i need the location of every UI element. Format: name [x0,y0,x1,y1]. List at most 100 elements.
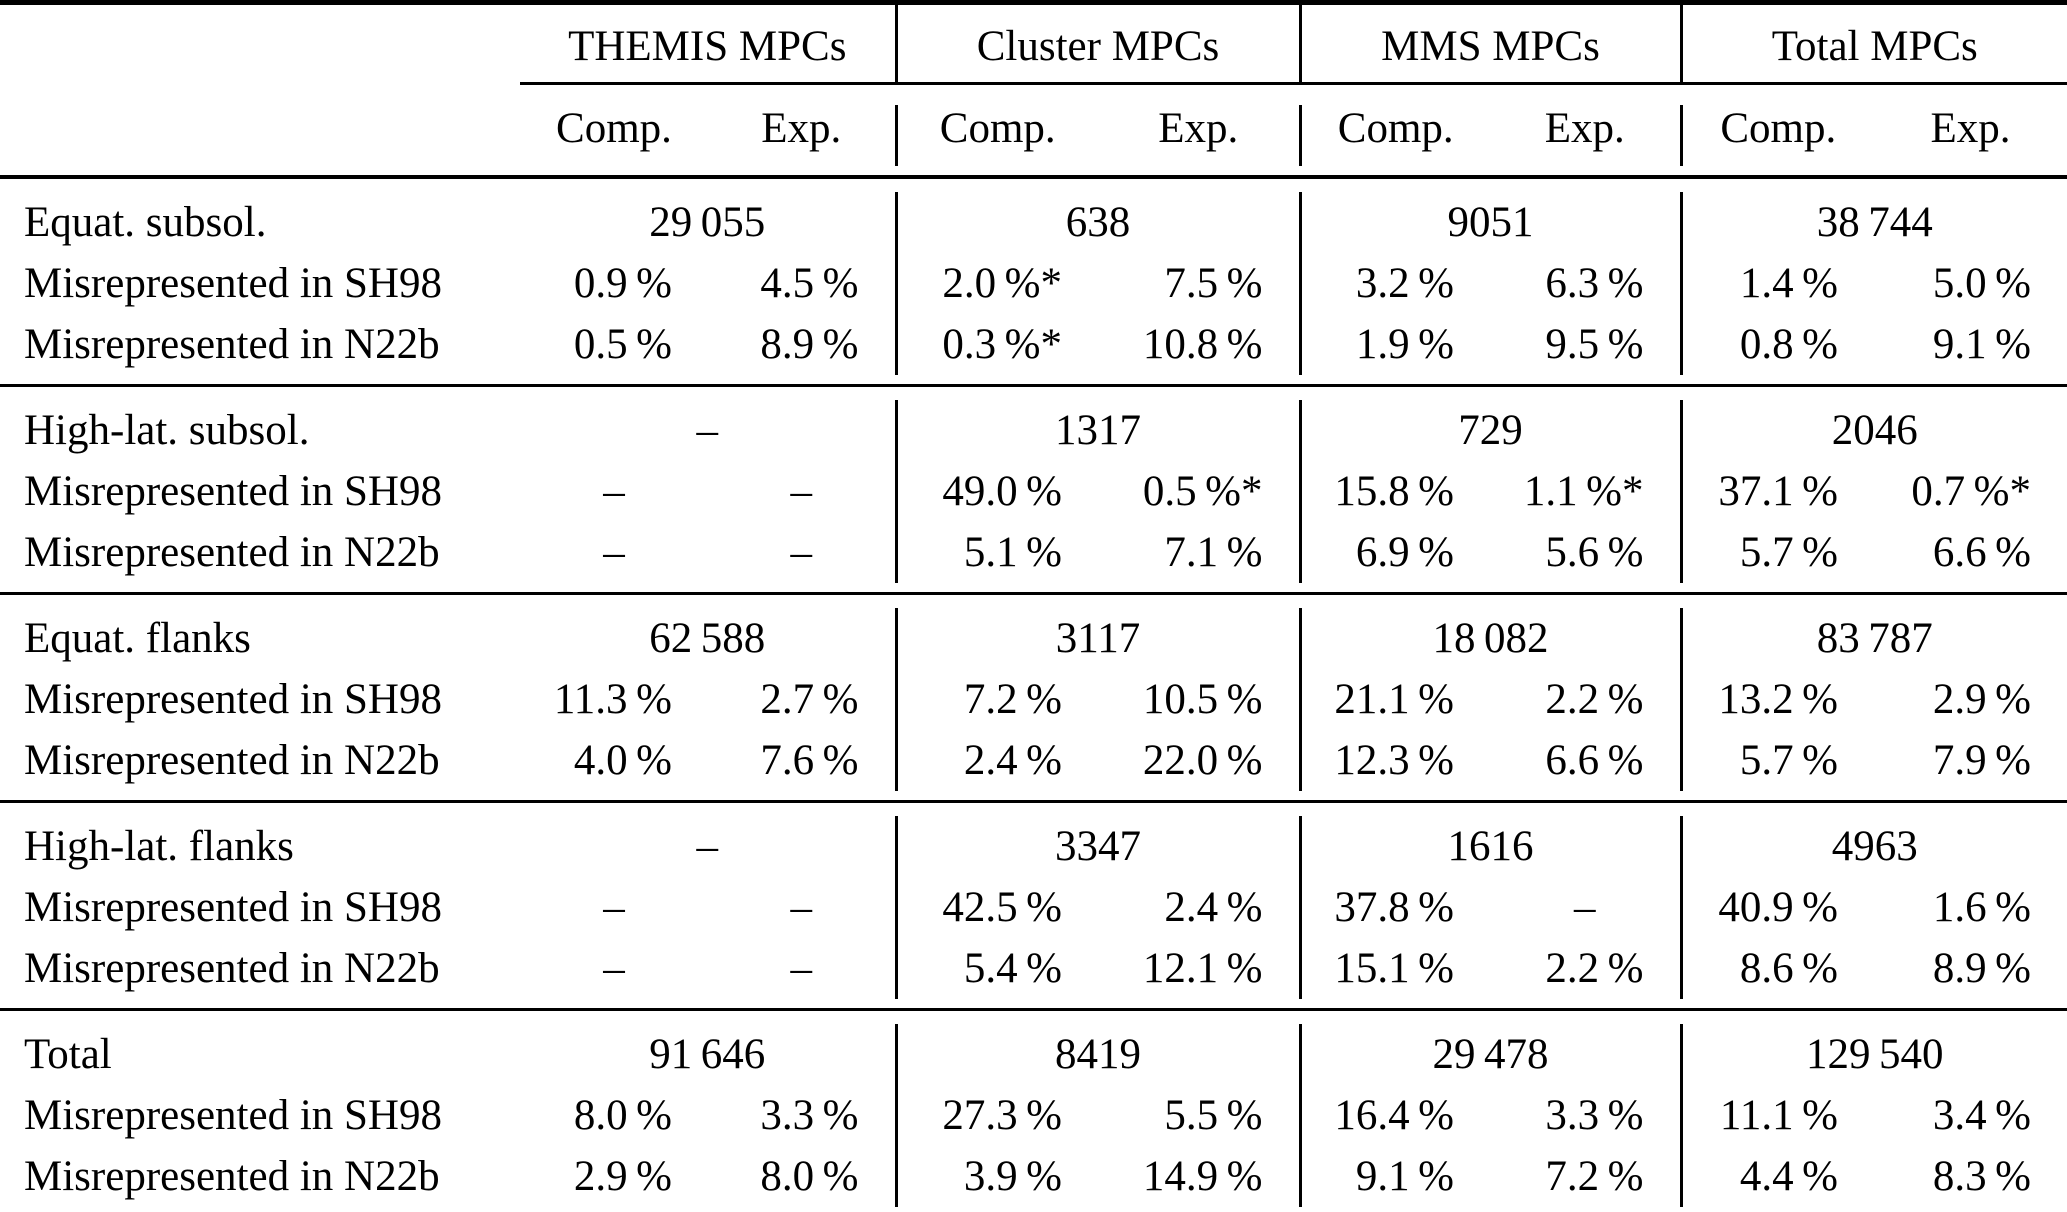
value-total-exp: 5.0 % [1932,260,2032,307]
spacer [0,1207,2067,1212]
value-mms-comp: 16.4 % [1334,1092,1454,1139]
value-mms-comp: 6.9 % [1355,529,1454,576]
value-cluster-exp: 10.5 % [1098,669,1302,730]
value-mms-exp: 1.1 %* [1490,461,1683,522]
region-label: Equat. subsol. [24,199,267,246]
count-cluster: 8419 [896,1024,1302,1085]
value-mms-exp: 6.3 % [1490,253,1683,314]
value-cluster-exp: 10.8 % [1098,314,1302,375]
value-cluster-comp: 2.4 % [963,737,1062,784]
block-equat-flanks: Equat. flanks 62 588 3117 18 082 83 787 … [0,608,2067,791]
block-divider [0,999,2067,1024]
sh98-row: Misrepresented in SH98 8.0 % 3.3 % 27.3 … [0,1085,2067,1146]
spacer [0,166,2067,177]
value-cluster-comp: 49.0 % [942,468,1062,515]
region-row: High-lat. subsol. – 1317 729 2046 [0,400,2067,461]
value-total-exp: 1.6 % [1932,884,2032,931]
value-mms-comp: 37.8 % [1334,884,1454,931]
value-mms-comp: 21.1 % [1334,676,1454,723]
group-header-cluster: Cluster MPCs [896,2,1302,84]
value-cluster-comp: 2.0 %* [942,260,1062,307]
value-total-exp: 3.4 % [1932,1092,2032,1139]
value-themis-comp: – [603,884,625,931]
block-high-lat-flanks: High-lat. flanks – 3347 1616 4963 Misrep… [0,816,2067,999]
group-header-row: THEMIS MPCs Cluster MPCs MMS MPCs Total … [0,2,2067,84]
count-mms: 18 082 [1300,608,1683,669]
corner-empty-cell [0,105,520,166]
row-label-sh98: Misrepresented in SH98 [24,260,442,307]
header-mid-rule-row [0,82,2067,106]
count-themis: 91 646 [520,1024,898,1085]
value-total-comp: 8.6 % [1739,945,1839,992]
value-themis-exp: – [708,522,898,583]
count-total: 38 744 [1816,199,1933,246]
value-themis-comp: 0.5 % [573,321,672,368]
subheader-themis-comp: Comp. [556,105,672,152]
value-total-comp: 5.7 % [1739,529,1839,576]
group-header-total: Total MPCs [1771,23,1978,70]
value-total-exp: 6.6 % [1932,529,2032,576]
region-row: Total 91 646 8419 29 478 129 540 [0,1024,2067,1085]
value-cluster-comp: 5.1 % [963,529,1062,576]
value-themis-exp: – [708,877,898,938]
region-label: High-lat. flanks [24,823,294,870]
n22b-row: Misrepresented in N22b – – 5.1 % 7.1 % 6… [0,522,2067,583]
value-cluster-comp: 27.3 % [942,1092,1062,1139]
value-themis-exp: 7.6 % [708,730,898,791]
sh98-row: Misrepresented in SH98 0.9 % 4.5 % 2.0 %… [0,253,2067,314]
region-row: Equat. flanks 62 588 3117 18 082 83 787 [0,608,2067,669]
row-label-sh98: Misrepresented in SH98 [24,676,442,723]
value-mms-exp: – [1490,877,1683,938]
count-mms: 1616 [1300,816,1683,877]
value-cluster-exp: 7.1 % [1098,522,1302,583]
value-total-exp: 8.9 % [1932,945,2032,992]
sh98-row: Misrepresented in SH98 11.3 % 2.7 % 7.2 … [0,669,2067,730]
value-total-comp: 13.2 % [1718,676,1839,723]
sh98-row: Misrepresented in SH98 – – 42.5 % 2.4 % … [0,877,2067,938]
value-themis-exp: – [708,461,898,522]
value-mms-comp: 15.8 % [1334,468,1454,515]
value-themis-comp: 0.9 % [573,260,672,307]
value-total-exp: 8.3 % [1932,1153,2032,1200]
value-cluster-exp: 12.1 % [1098,938,1302,999]
value-mms-exp: 7.2 % [1490,1146,1683,1207]
spacer [0,583,2067,594]
count-themis: 29 055 [520,192,898,253]
n22b-row: Misrepresented in N22b 2.9 % 8.0 % 3.9 %… [0,1146,2067,1207]
value-total-comp: 1.4 % [1739,260,1839,307]
row-label-n22b: Misrepresented in N22b [24,737,440,784]
value-cluster-comp: 3.9 % [963,1153,1062,1200]
value-themis-exp: 2.7 % [708,669,898,730]
row-label-n22b: Misrepresented in N22b [24,321,440,368]
value-mms-exp: 2.2 % [1490,669,1683,730]
group-header-themis: THEMIS MPCs [520,2,898,84]
value-cluster-exp: 0.5 %* [1098,461,1302,522]
subheader-mms-comp: Comp. [1337,105,1454,152]
spacer [0,84,520,106]
value-total-comp: 4.4 % [1739,1153,1839,1200]
region-label: Total [24,1031,112,1078]
value-mms-exp: 6.6 % [1490,730,1683,791]
value-total-exp: 9.1 % [1932,321,2032,368]
value-cluster-exp: 5.5 % [1098,1085,1302,1146]
value-cluster-comp: 0.3 %* [942,321,1062,368]
subheader-cluster-comp: Comp. [939,105,1056,152]
n22b-row: Misrepresented in N22b 0.5 % 8.9 % 0.3 %… [0,314,2067,375]
value-total-exp: 2.9 % [1932,676,2032,723]
row-label-sh98: Misrepresented in SH98 [24,884,442,931]
row-label-n22b: Misrepresented in N22b [24,945,440,992]
region-row: High-lat. flanks – 3347 1616 4963 [0,816,2067,877]
count-themis: – [520,816,898,877]
region-row: Equat. subsol. 29 055 638 9051 38 744 [0,192,2067,253]
sh98-row: Misrepresented in SH98 – – 49.0 % 0.5 %*… [0,461,2067,522]
value-themis-exp: 4.5 % [708,253,898,314]
count-mms: 29 478 [1300,1024,1683,1085]
block-high-lat-subsol: High-lat. subsol. – 1317 729 2046 Misrep… [0,400,2067,583]
value-themis-exp: 3.3 % [708,1085,898,1146]
group-header-mms: MMS MPCs [1300,2,1683,84]
value-themis-comp: – [603,468,625,515]
subheader-total-comp: Comp. [1720,105,1837,152]
n22b-row: Misrepresented in N22b 4.0 % 7.6 % 2.4 %… [0,730,2067,791]
value-themis-comp: 2.9 % [573,1153,672,1200]
